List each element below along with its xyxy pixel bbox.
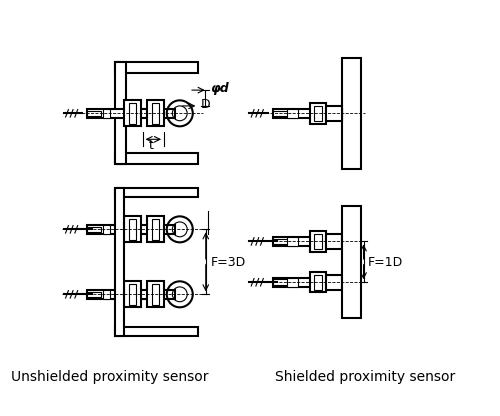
Bar [128,284,136,305]
Bar [272,280,291,285]
Bar [87,290,175,299]
Bar [152,284,160,305]
Bar [102,290,110,299]
Bar [148,281,164,307]
Bar [314,234,322,249]
Text: Shielded proximity sensor: Shielded proximity sensor [276,370,456,384]
Bar [326,106,342,121]
Bar [286,277,298,287]
Bar [272,239,291,244]
Bar [314,106,322,121]
Bar [272,237,342,246]
Bar [124,216,141,243]
Text: F=1D: F=1D [368,257,404,270]
Bar [310,231,326,252]
Bar [115,153,198,164]
Bar [115,327,198,336]
Text: D: D [201,98,210,111]
Bar [128,219,136,240]
Bar [326,275,342,290]
Bar [272,109,342,118]
Bar [152,219,160,240]
Bar [87,111,101,116]
Bar [326,234,342,249]
Bar [102,109,110,118]
Bar [314,275,322,290]
Bar [152,103,160,124]
Bar [342,206,361,317]
Bar [286,109,298,118]
Bar [148,216,164,243]
Bar [272,277,342,287]
Text: Unshielded proximity sensor: Unshielded proximity sensor [12,370,209,384]
Bar [102,225,110,234]
Bar [115,188,124,336]
Bar [272,111,291,116]
Bar [115,62,198,73]
Bar [87,227,101,232]
Bar [87,225,175,234]
Bar [148,100,164,126]
Bar [87,292,101,297]
Bar [115,62,126,164]
Bar [115,188,198,197]
Bar [87,109,175,118]
Bar [124,281,141,307]
Text: φd: φd [210,82,229,95]
Bar [310,103,326,124]
Bar [128,103,136,124]
Text: F=3D: F=3D [210,257,246,270]
Bar [342,58,361,169]
Bar [124,100,141,126]
Bar [286,237,298,246]
Text: t: t [149,139,154,151]
Bar [310,272,326,292]
